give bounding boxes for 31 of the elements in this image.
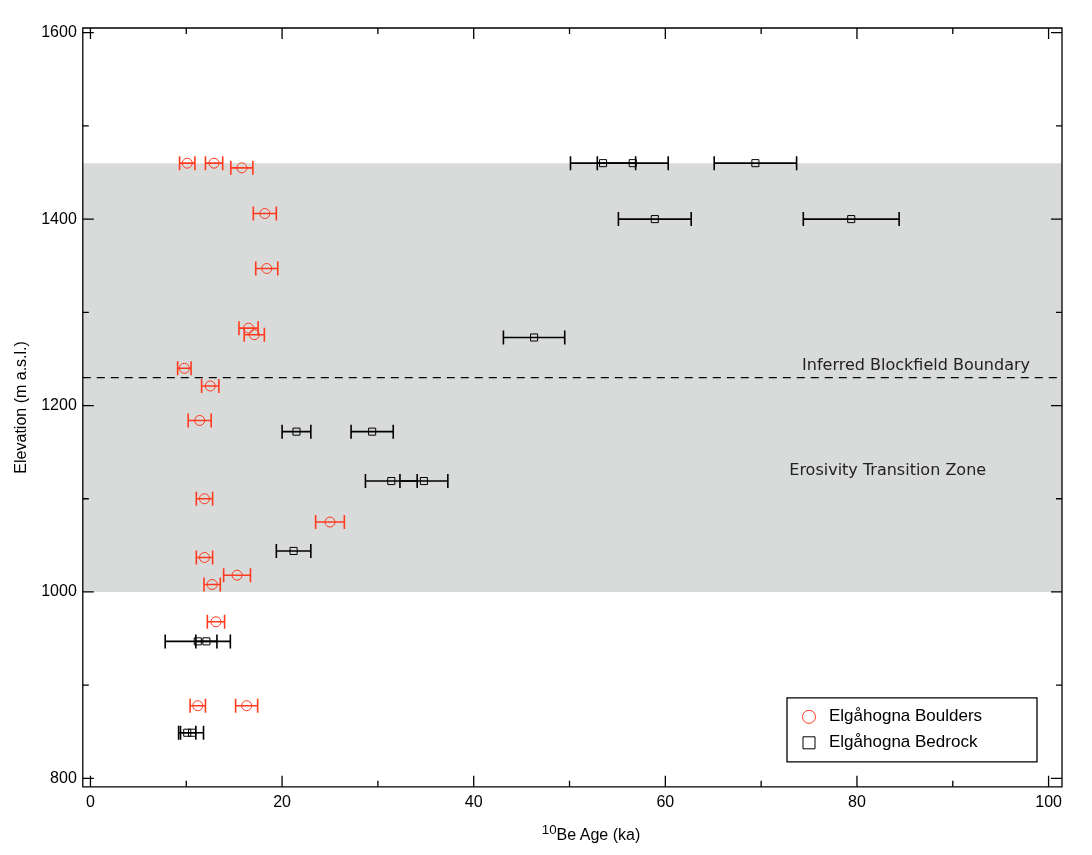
point [202, 637, 211, 646]
x-tick-label: 20 [273, 792, 292, 810]
x-tick-label: 40 [464, 792, 483, 810]
x-tick-label: 100 [1035, 792, 1063, 810]
point [751, 159, 760, 168]
point [599, 159, 608, 168]
point [650, 215, 659, 224]
y-axis-title: Elevation (m a.s.l.) [12, 341, 30, 474]
x-tick-label: 0 [86, 792, 96, 810]
y-tick-label: 1200 [41, 395, 77, 413]
x-tick-label: 80 [848, 792, 866, 810]
point [530, 333, 539, 342]
y-tick-label: 1000 [41, 582, 77, 600]
x-axis-title: $^{10}$Be Age (ka) [540, 822, 642, 845]
x-tick-label: 60 [656, 792, 675, 810]
point [289, 546, 298, 555]
legend-label: Elgåhogna Bedrock [829, 732, 978, 752]
point [292, 427, 301, 436]
point [368, 427, 377, 436]
point [187, 728, 197, 737]
point [628, 159, 637, 168]
band-label: Erosivity Transition Zone [789, 459, 987, 479]
point [387, 477, 396, 486]
y-tick-label: 1400 [41, 209, 77, 227]
point [193, 637, 202, 646]
point [419, 477, 428, 486]
ref-line-label: Inferred Blockfield Boundary [802, 354, 1030, 374]
legend-label: Elgåhogna Boulders [829, 706, 983, 726]
y-tick-label: 1600 [41, 23, 77, 41]
point [847, 215, 856, 224]
y-tick-label: 800 [50, 768, 77, 786]
